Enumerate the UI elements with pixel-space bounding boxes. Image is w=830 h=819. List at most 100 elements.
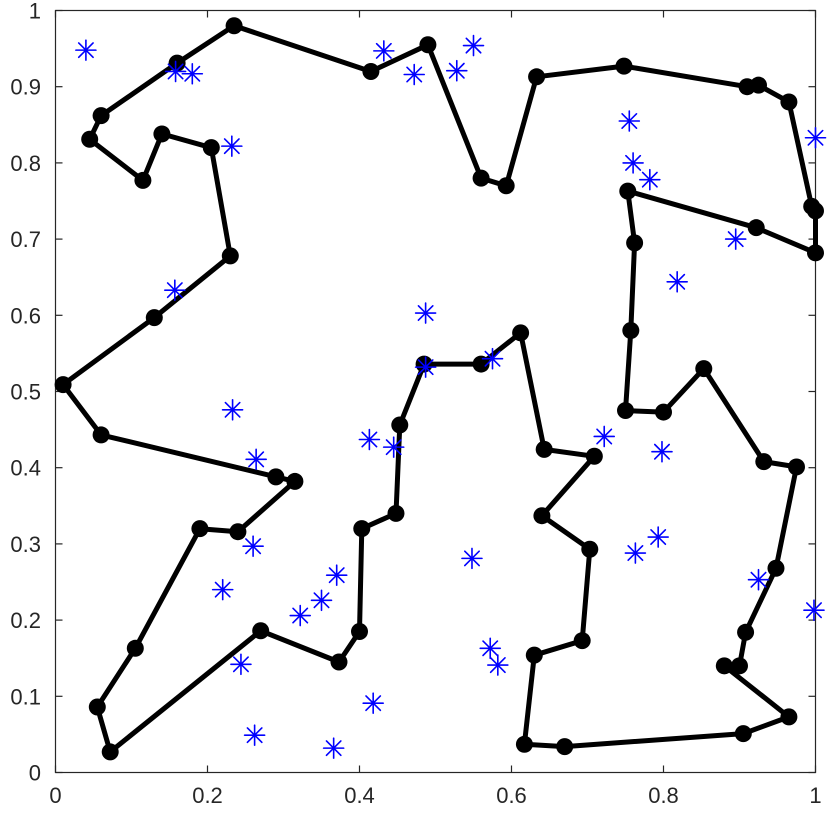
asterisk-point (747, 568, 770, 591)
tour-point (755, 453, 773, 471)
asterisk-point (481, 347, 504, 370)
tour-point (286, 472, 304, 490)
x-tick-label: 0.6 (496, 783, 527, 808)
tour-point (252, 622, 270, 640)
tour-point (585, 447, 603, 465)
tour-point (626, 234, 644, 252)
asterisk-point (803, 599, 825, 621)
asterisk-point (651, 440, 673, 463)
asterisk-point (647, 526, 669, 548)
tour-point (573, 632, 591, 650)
asterisk-point (164, 279, 186, 301)
tour-point (581, 540, 599, 558)
tour-point (101, 743, 119, 761)
axes-box (54, 9, 817, 774)
asterisk-point (243, 724, 266, 746)
tour-point (515, 735, 533, 753)
tour-point (525, 646, 543, 664)
tour-point (362, 62, 380, 80)
asterisk-point (221, 135, 243, 157)
asterisk-point (445, 59, 468, 82)
asterisk-point (479, 637, 502, 660)
tour-point (737, 623, 755, 641)
x-tick-label: 1 (809, 783, 821, 808)
asterisk-point (181, 62, 204, 85)
asterisk-point (362, 692, 384, 714)
tour-point (619, 182, 637, 200)
tour-point (415, 355, 433, 373)
asterisk-point (462, 34, 485, 57)
x-tick-label: 0.4 (344, 783, 375, 808)
asterisk-point (310, 589, 333, 612)
tour-point (655, 403, 672, 421)
asterisk-point (624, 542, 647, 564)
tour-point (472, 355, 490, 373)
asterisk-point (221, 398, 244, 421)
asterisk-point (593, 425, 616, 448)
tour-point (767, 559, 785, 577)
tour-point (387, 504, 405, 522)
asterisk-point (75, 39, 97, 61)
tour-point (92, 107, 110, 125)
tour-point (267, 468, 285, 486)
tour-point (734, 725, 752, 743)
tour-point (788, 458, 805, 476)
y-tick-label: 0.3 (10, 532, 41, 557)
asterisk-point (487, 654, 509, 676)
plot-area (54, 9, 817, 774)
asterisk-point (322, 737, 345, 759)
tour-point (750, 76, 767, 94)
x-tick-label: 0.8 (648, 783, 679, 808)
tour-point (191, 520, 209, 538)
tour-point (780, 93, 798, 111)
tour-point (88, 698, 106, 716)
tour-point (497, 177, 515, 195)
tour-point (353, 520, 371, 538)
x-tick-label: 0 (49, 783, 61, 808)
y-tick-label: 0 (29, 761, 41, 786)
asterisk-point (289, 604, 312, 627)
asterisk-point (382, 436, 405, 458)
y-tick-label: 0.7 (10, 227, 41, 252)
tour-point (731, 657, 748, 675)
y-tick-labels: 0 0.1 0.2 0.3 0.4 0.5 0.6 0.7 0.8 0.9 1 (10, 0, 41, 786)
tour-point (153, 125, 171, 143)
asterisk-point (622, 152, 644, 174)
tour-point (472, 169, 490, 187)
asterisk-point (358, 428, 381, 451)
tour-point (528, 68, 546, 86)
y-tick-label: 0.9 (10, 75, 41, 100)
x-tick-label: 0.2 (192, 783, 223, 808)
asterisk-point (666, 270, 688, 293)
asterisk-point (461, 547, 483, 570)
asterisk-point (164, 60, 187, 83)
tour-point (145, 309, 163, 327)
tour-point (807, 202, 824, 220)
tour-point (330, 653, 348, 671)
tour-point (617, 402, 634, 420)
asterisk-point (414, 302, 437, 324)
asterisk-point (230, 653, 252, 676)
tour-point (615, 57, 633, 75)
asterisk-point (724, 228, 747, 250)
tour-point (715, 657, 733, 675)
asterisk-point (242, 535, 264, 557)
tour-point (747, 219, 765, 237)
asterisk-point (414, 356, 437, 378)
y-tick-label: 0.8 (10, 151, 41, 176)
tour-point (780, 708, 798, 726)
tour-series (54, 17, 824, 761)
tour-point (351, 623, 368, 641)
tour-point (168, 54, 186, 72)
tour-point (556, 738, 574, 756)
tour-point (134, 171, 152, 189)
asterisk-point (639, 168, 661, 191)
x-tick-labels: 0 0.2 0.4 0.6 0.8 1 (49, 783, 821, 808)
y-tick-label: 0.6 (10, 303, 41, 328)
asterisk-point (245, 448, 267, 471)
tour-point (695, 360, 713, 378)
tour-point (126, 639, 144, 657)
tour-point (512, 324, 530, 342)
asterisk-point (403, 63, 426, 86)
